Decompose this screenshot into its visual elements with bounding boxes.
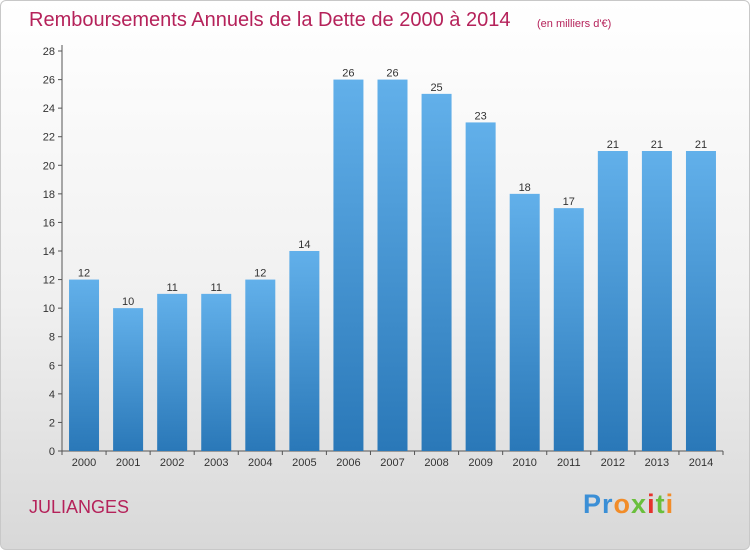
bar-value-label: 14 <box>298 239 310 251</box>
bar <box>201 293 232 451</box>
bar <box>69 279 100 451</box>
y-tick-label: 6 <box>49 360 55 372</box>
bar-value-label: 21 <box>651 139 663 151</box>
bar <box>245 279 276 451</box>
bar <box>333 79 364 452</box>
bar <box>421 93 452 451</box>
y-tick-label: 24 <box>43 103 55 115</box>
x-tick-label: 2000 <box>72 457 96 469</box>
x-tick-label: 2004 <box>248 457 272 469</box>
bar-value-label: 21 <box>607 139 619 151</box>
y-tick-label: 10 <box>43 303 55 315</box>
unit-label: (en milliers d'€) <box>537 18 612 30</box>
x-tick-label: 2013 <box>645 457 669 469</box>
commune-name: JULIANGES <box>29 497 130 517</box>
bar <box>113 308 144 451</box>
x-tick-label: 2003 <box>204 457 228 469</box>
x-tick-label: 2010 <box>512 457 536 469</box>
bar-value-label: 10 <box>122 296 134 308</box>
bar <box>641 151 672 451</box>
x-tick-label: 2011 <box>557 457 581 469</box>
x-tick-label: 2001 <box>116 457 140 469</box>
y-tick-label: 14 <box>43 246 55 258</box>
bar-value-label: 23 <box>475 110 487 122</box>
bar-value-label: 21 <box>695 139 707 151</box>
bar-value-label: 18 <box>519 182 531 194</box>
bar-value-label: 12 <box>254 268 266 280</box>
x-tick-label: 2002 <box>160 457 184 469</box>
y-tick-label: 28 <box>43 46 55 58</box>
bar-value-label: 12 <box>78 268 90 280</box>
bar <box>465 122 496 451</box>
y-tick-label: 2 <box>49 417 55 429</box>
x-tick-label: 2008 <box>424 457 448 469</box>
bar-value-label: 11 <box>166 282 177 294</box>
bar <box>509 193 540 451</box>
chart-title: Remboursements Annuels de la Dette de 20… <box>29 9 511 31</box>
bar-value-label: 25 <box>430 82 442 94</box>
x-tick-label: 2007 <box>380 457 404 469</box>
x-tick-label: 2014 <box>689 457 713 469</box>
y-tick-label: 8 <box>49 332 55 344</box>
y-tick-label: 22 <box>43 132 55 144</box>
bar-value-label: 26 <box>342 68 354 80</box>
proxiti-logo: Proxiti <box>583 489 675 519</box>
bar <box>289 251 320 451</box>
x-tick-label: 2009 <box>468 457 492 469</box>
bar <box>157 293 188 451</box>
bar <box>685 151 716 451</box>
y-tick-label: 18 <box>43 189 55 201</box>
bar <box>553 208 584 451</box>
bar-value-label: 17 <box>563 196 575 208</box>
y-tick-label: 0 <box>49 446 55 458</box>
y-tick-label: 4 <box>49 389 55 401</box>
y-tick-label: 12 <box>43 275 55 287</box>
x-tick-label: 2005 <box>292 457 316 469</box>
x-tick-label: 2006 <box>336 457 360 469</box>
bar <box>597 151 628 451</box>
y-tick-label: 26 <box>43 75 55 87</box>
bar <box>377 79 408 452</box>
x-tick-label: 2012 <box>601 457 625 469</box>
bar-value-label: 11 <box>211 282 222 294</box>
y-tick-label: 16 <box>43 217 55 229</box>
y-tick-label: 20 <box>43 160 55 172</box>
bar-value-label: 26 <box>386 68 398 80</box>
